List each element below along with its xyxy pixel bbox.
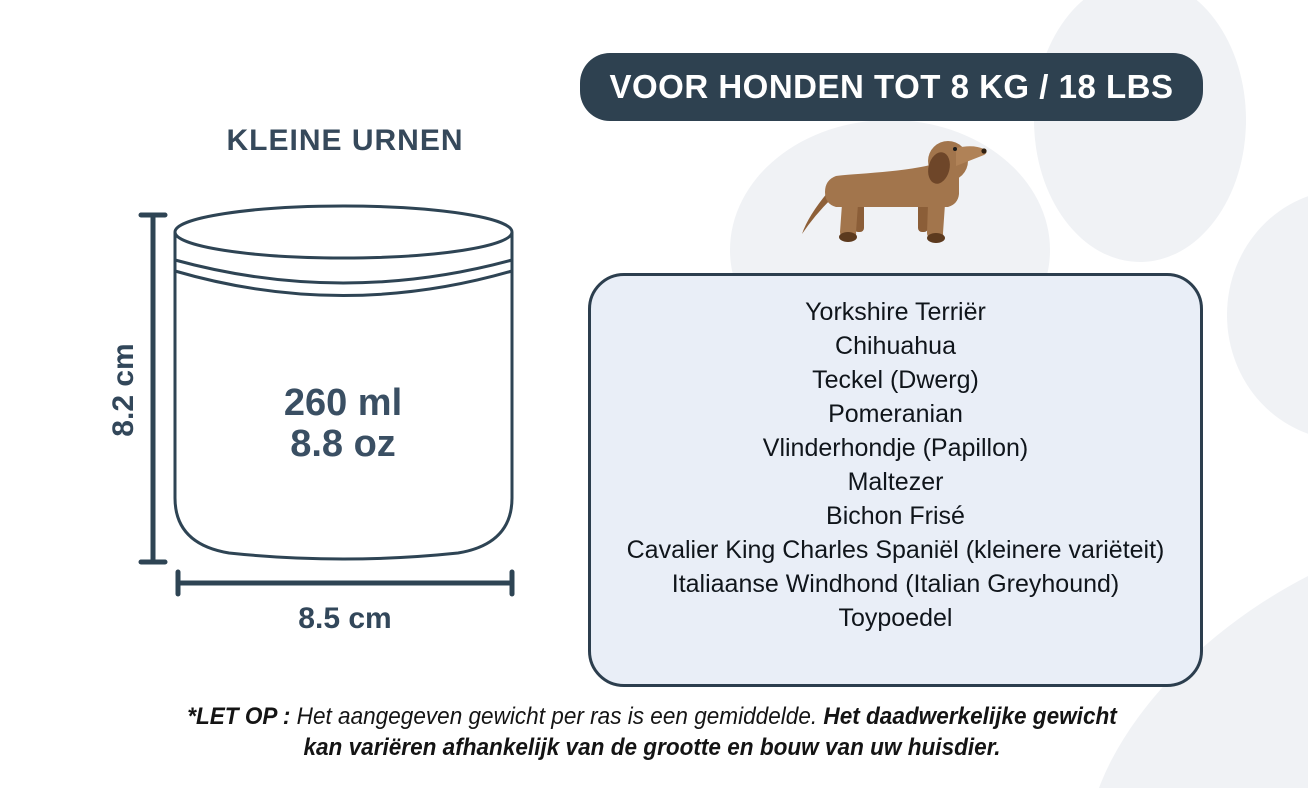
urn-lid-top bbox=[173, 204, 514, 260]
dog-muzzle bbox=[956, 146, 987, 166]
breed-item: Maltezer bbox=[847, 468, 944, 496]
urn-dimension-diagram: 260 ml 8.8 oz 8.2 cm 8.5 cm bbox=[107, 204, 515, 635]
disclaimer-emphasis: Het daadwerkelijke gewicht kan variëren … bbox=[303, 703, 1117, 761]
height-dimension-line bbox=[138, 212, 168, 565]
size-category-badge: VOOR HONDEN TOT 8 KG / 18 LBS bbox=[580, 53, 1203, 121]
dog-body bbox=[825, 162, 959, 207]
dog-rear-leg bbox=[840, 204, 858, 237]
dog-tail bbox=[802, 192, 832, 234]
dog-front-leg bbox=[927, 204, 945, 238]
breed-item: Teckel (Dwerg) bbox=[812, 366, 979, 394]
breed-item: Bichon Frisé bbox=[826, 502, 965, 530]
breed-item: Toypoedel bbox=[838, 604, 953, 632]
disclaimer-prefix: *LET OP : bbox=[187, 703, 291, 730]
breed-item: Vlinderhondje (Papillon) bbox=[762, 434, 1029, 462]
breed-item: Yorkshire Terriër bbox=[805, 298, 986, 326]
paw-toe-mid-right bbox=[1227, 196, 1308, 434]
height-dimension-label: 8.2 cm bbox=[107, 343, 140, 436]
paw-toe-top-right bbox=[1034, 0, 1246, 262]
dog-front-paw bbox=[927, 233, 945, 243]
dog-far-front-leg bbox=[918, 202, 928, 232]
dog-eye bbox=[953, 147, 957, 151]
breed-list-panel: Yorkshire Terriër Chihuahua Teckel (Dwer… bbox=[588, 273, 1203, 687]
disclaimer-note: *LET OP : Het aangegeven gewicht per ras… bbox=[182, 701, 1122, 763]
width-dimension-label: 8.5 cm bbox=[298, 602, 391, 635]
urn-body-outline bbox=[173, 232, 514, 561]
disclaimer-body: Het aangegeven gewicht per ras is een ge… bbox=[290, 703, 824, 730]
urn-volume-oz: 8.8 oz bbox=[290, 423, 396, 465]
breed-item: Pomeranian bbox=[828, 400, 963, 428]
dog-rear-paw bbox=[839, 232, 857, 242]
urn-lid-rim-line bbox=[174, 258, 513, 285]
breed-item: Cavalier King Charles Spaniël (kleinere … bbox=[626, 536, 1165, 564]
width-dimension-line bbox=[175, 569, 515, 597]
paw-pad-bottom-right bbox=[1086, 528, 1308, 788]
dog-ear bbox=[928, 152, 950, 184]
urn-volume-ml: 260 ml bbox=[284, 382, 402, 424]
size-category-badge-label: VOOR HONDEN TOT 8 KG / 18 LBS bbox=[609, 68, 1174, 105]
breed-item: Chihuahua bbox=[835, 332, 956, 360]
page-title: KLEINE URNEN bbox=[226, 124, 464, 157]
dog-nose bbox=[981, 148, 987, 154]
breed-item: Italiaanse Windhond (Italian Greyhound) bbox=[671, 570, 1120, 598]
dachshund-icon bbox=[802, 141, 987, 243]
urn-body-rim-line bbox=[174, 269, 513, 297]
